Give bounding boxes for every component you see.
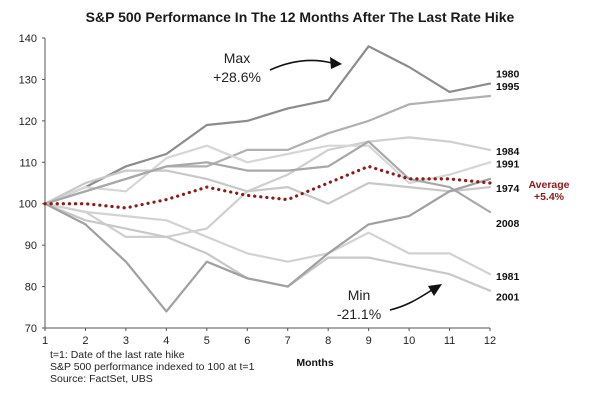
- footnote-2: S&P 500 performance indexed to 100 at t=…: [50, 361, 255, 373]
- series-label-2001: 2001: [496, 292, 520, 304]
- callouts: Max +28.6% Min -21.1% Average +5.4%: [213, 50, 570, 322]
- y-tick-label: 70: [25, 323, 37, 335]
- series-line-1980: [43, 45, 492, 205]
- series-line-1981: [43, 202, 492, 276]
- footnote-1: t=1: Date of the last rate hike: [50, 349, 185, 361]
- chart-title: S&P 500 Performance In The 12 Months Aft…: [86, 9, 515, 25]
- x-tick-label: 12: [484, 335, 496, 347]
- average-label: Average: [528, 179, 569, 191]
- x-tick-label: 4: [163, 335, 169, 347]
- y-tick-label: 100: [19, 199, 37, 211]
- series-label-1980: 1980: [496, 69, 520, 81]
- y-tick-label: 110: [19, 157, 37, 169]
- x-tick-label: 9: [366, 335, 372, 347]
- max-callout-arrowhead: [330, 57, 342, 69]
- x-tick-label: 6: [244, 335, 250, 347]
- series-label-1984: 1984: [496, 146, 520, 158]
- footnote-3: Source: FactSet, UBS: [50, 373, 153, 385]
- min-callout-arrow: [389, 289, 433, 311]
- min-callout-value: -21.1%: [337, 306, 381, 322]
- x-tick-label: 2: [82, 335, 88, 347]
- average-value: +5.4%: [534, 191, 565, 203]
- x-tick-label: 8: [325, 335, 331, 347]
- series-line-average: [43, 164, 492, 210]
- series-label-1991: 1991: [496, 158, 520, 170]
- x-tick-label: 7: [285, 335, 291, 347]
- x-tick-label: 11: [444, 335, 455, 347]
- x-tick-label: 3: [123, 335, 129, 347]
- series-label-2008: 2008: [496, 218, 520, 230]
- x-tick-label: 10: [403, 335, 415, 347]
- series-label-1995: 1995: [496, 81, 520, 93]
- series-line-2008: [43, 140, 492, 214]
- max-callout-value: +28.6%: [213, 69, 261, 85]
- y-tick-label: 120: [19, 116, 37, 128]
- max-callout-label: Max: [224, 50, 250, 66]
- series-label-1981: 1981: [496, 271, 520, 283]
- series-label-1974: 1974: [496, 183, 520, 195]
- y-tick-label: 140: [19, 33, 37, 45]
- y-tick-label: 130: [19, 74, 37, 86]
- series-lines: [43, 45, 492, 313]
- min-callout-label: Min: [348, 287, 371, 303]
- x-tick-label: 1: [42, 335, 48, 347]
- series-line-unlabeled-8: [43, 177, 492, 313]
- series-line-1974: [43, 169, 492, 205]
- series-line-1991: [43, 144, 492, 205]
- min-callout-arrowhead: [428, 284, 442, 296]
- y-tick-label: 90: [25, 240, 37, 252]
- x-axis-label: Months: [296, 357, 333, 369]
- series-line-1984: [43, 136, 492, 238]
- x-tick-label: 5: [204, 335, 210, 347]
- y-tick-label: 80: [25, 282, 37, 294]
- max-callout-arrow: [269, 59, 333, 71]
